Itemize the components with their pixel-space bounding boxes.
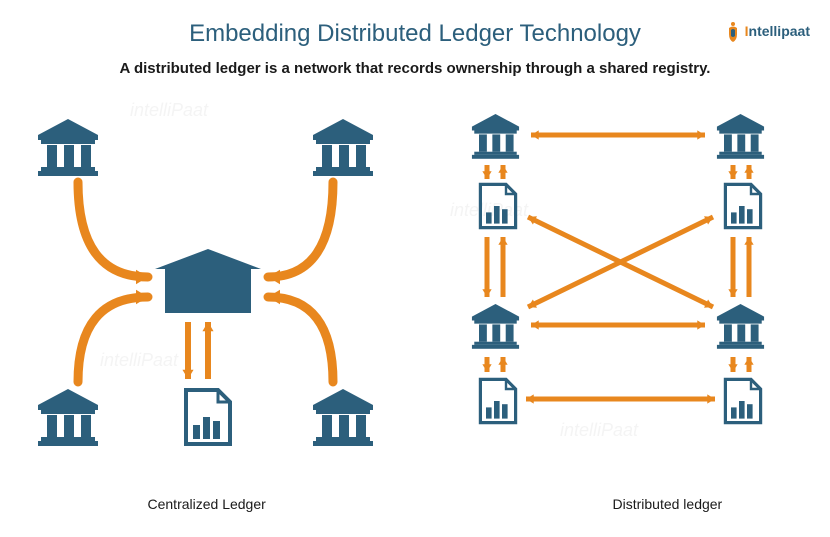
- page-title: Embedding Distributed Ledger Technology: [0, 0, 830, 48]
- caption-distributed: Distributed ledger: [613, 496, 723, 512]
- ledger-icon: [478, 182, 518, 230]
- bank-icon: [33, 117, 103, 177]
- ledger-icon: [183, 387, 233, 447]
- ledger-icon: [723, 377, 763, 425]
- bank-icon: [308, 117, 378, 177]
- page-subtitle: A distributed ledger is a network that r…: [0, 60, 830, 77]
- centralized-panel: Centralized Ledger: [18, 107, 398, 507]
- logo-rest: ntellipaat: [749, 23, 810, 39]
- bank-icon: [33, 387, 103, 447]
- brand-logo: Intellipaat: [723, 20, 810, 42]
- bank-icon: [468, 302, 523, 350]
- distributed-panel: Distributed ledger: [433, 107, 813, 507]
- logo-icon: [723, 20, 743, 42]
- caption-centralized: Centralized Ledger: [148, 496, 266, 512]
- bank-icon: [468, 112, 523, 160]
- ledger-icon: [723, 182, 763, 230]
- central-building-icon: [153, 247, 263, 317]
- ledger-icon: [478, 377, 518, 425]
- bank-icon: [713, 112, 768, 160]
- bank-icon: [713, 302, 768, 350]
- bank-icon: [308, 387, 378, 447]
